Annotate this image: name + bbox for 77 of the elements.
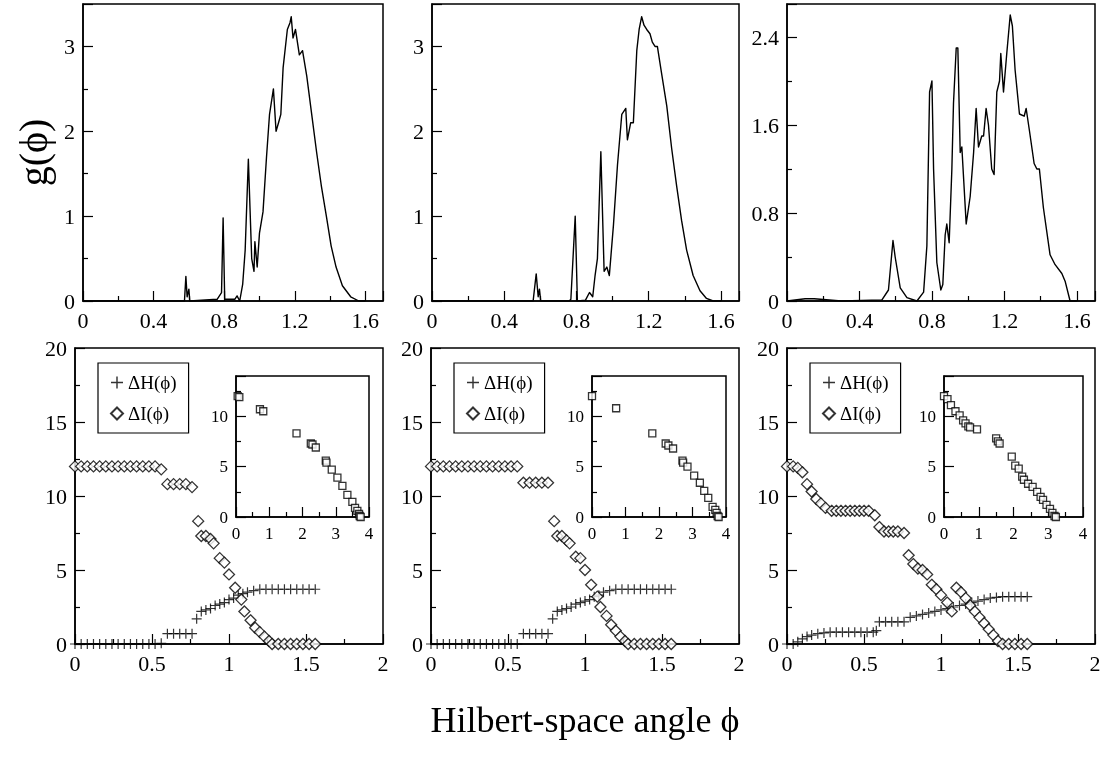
y-tick-label: 5 (56, 557, 67, 583)
legend-label: ΔH(ϕ) (840, 372, 889, 394)
y-tick-label: 10 (567, 406, 584, 426)
y-tick-label: 2.4 (751, 24, 779, 50)
y-tick-label: 2 (413, 118, 424, 144)
x-tick-label: 1.2 (634, 307, 663, 333)
legend-label: ΔI(ϕ) (484, 403, 526, 425)
y-tick-label: 20 (401, 335, 423, 361)
y-tick-label: 10 (45, 483, 67, 509)
x-tick-label: 1.6 (1063, 307, 1091, 333)
x-tick-label: 2 (654, 524, 664, 543)
y-tick-label: 10 (211, 406, 228, 426)
y-tick-label: 15 (757, 409, 779, 435)
x-tick-label: 0.4 (490, 307, 518, 333)
x-tick-label: 1.2 (990, 307, 1019, 333)
y-tick-label: 0 (768, 288, 779, 314)
y-tick-label: 10 (757, 483, 779, 509)
x-tick-label: 1 (974, 524, 983, 543)
y-tick-label: 20 (45, 335, 67, 361)
x-tick-label: 4 (721, 524, 731, 543)
y-tick-label: 1 (413, 203, 424, 229)
y-tick-label: 10 (401, 483, 423, 509)
y-tick-label: 0 (413, 288, 424, 314)
y-tick-label: 2 (64, 118, 75, 144)
x-tick-label: 1.5 (648, 650, 676, 676)
x-tick-label: 1.6 (351, 307, 380, 333)
x-tick-label: 2 (1089, 650, 1101, 676)
y-tick-label: 0.8 (751, 200, 779, 226)
x-tick-label: 4 (364, 524, 374, 543)
legend-label: ΔI(ϕ) (128, 403, 170, 425)
legend-label: ΔH(ϕ) (128, 372, 177, 394)
y-tick-label: 5 (219, 457, 228, 477)
y-tick-label: 0 (927, 507, 936, 527)
y-tick-label: 0 (56, 631, 67, 657)
x-tick-label: 1.6 (707, 307, 735, 333)
legend-label: ΔH(ϕ) (484, 372, 533, 394)
x-tick-label: 1.2 (281, 307, 309, 333)
x-tick-label: 0 (939, 524, 949, 543)
y-tick-label: 0 (575, 507, 584, 527)
x-tick-label: 4 (1078, 524, 1088, 543)
y-tick-label: 5 (575, 457, 584, 477)
y-tick-label: 3 (413, 33, 424, 59)
x-tick-label: 3 (331, 524, 340, 543)
y-tick-label: 15 (401, 409, 423, 435)
x-tick-label: 1.5 (1004, 650, 1032, 676)
y-tick-label: 1.6 (751, 112, 779, 138)
x-tick-label: 0.4 (139, 307, 168, 333)
x-tick-label: 2 (1009, 524, 1018, 543)
y-tick-label: 0 (219, 507, 228, 527)
y-axis-title: g(ϕ) (10, 118, 56, 187)
x-tick-label: 1 (621, 524, 630, 543)
x-tick-label: 0 (587, 524, 597, 543)
x-tick-label: 0.4 (845, 307, 874, 333)
x-tick-label: 0.5 (494, 650, 522, 676)
x-tick-label: 2 (298, 524, 307, 543)
x-tick-label: 2 (377, 650, 389, 676)
x-tick-label: 1.5 (292, 650, 320, 676)
x-tick-label: 1 (265, 524, 274, 543)
legend-label: ΔI(ϕ) (840, 403, 882, 425)
y-tick-label: 1 (64, 203, 75, 229)
x-tick-label: 0.5 (138, 650, 166, 676)
y-tick-label: 20 (757, 335, 779, 361)
x-axis-title: Hilbert-space angle ϕ (430, 700, 740, 740)
x-tick-label: 0 (231, 524, 241, 543)
y-tick-label: 0 (64, 288, 75, 314)
y-tick-label: 10 (919, 406, 936, 426)
y-tick-label: 0 (412, 631, 423, 657)
y-tick-label: 5 (927, 457, 936, 477)
x-tick-label: 0.5 (850, 650, 878, 676)
y-tick-label: 5 (412, 557, 423, 583)
x-tick-label: 2 (733, 650, 745, 676)
y-tick-label: 5 (768, 557, 779, 583)
y-tick-label: 0 (768, 631, 779, 657)
y-tick-label: 3 (64, 33, 75, 59)
x-tick-label: 3 (1044, 524, 1053, 543)
y-tick-label: 15 (45, 409, 67, 435)
x-tick-label: 3 (688, 524, 697, 543)
